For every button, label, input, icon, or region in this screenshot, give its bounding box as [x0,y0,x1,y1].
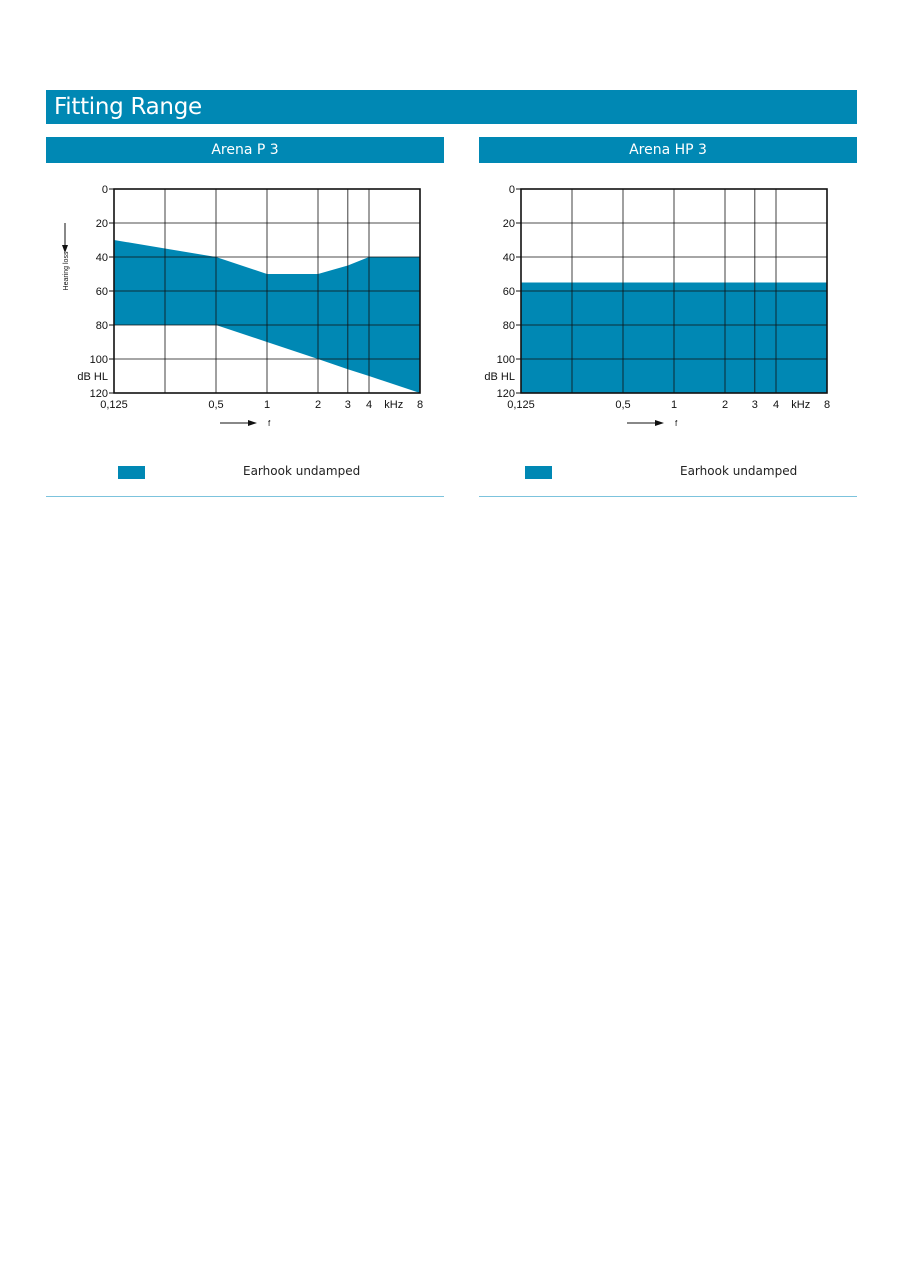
x-tick-label: 0,5 [615,399,630,411]
divider [46,496,444,497]
legend-swatch [525,466,552,479]
chart-panel-arena-p3: Arena P 3 0 20 40 60 80 100 dB HL 120 0,125 0,5 1 2… [46,137,444,498]
x-tick-label: 0,125 [100,399,128,411]
y-tick-label: 100 [497,354,515,366]
chart-title: Arena HP 3 [479,137,857,163]
y-tick-label: 20 [503,218,515,230]
y-tick-label: 0 [509,184,515,196]
down-arrow-icon [62,245,68,253]
y-tick-label: 80 [96,320,108,332]
y-axis-label: Hearing loss [63,251,70,290]
legend-label: Earhook undamped [243,464,361,478]
y-tick-label: 80 [503,320,515,332]
page-title: Fitting Range [46,90,857,124]
x-tick-label: 3 [345,399,351,411]
y-tick-label: 120 [90,388,108,400]
x-axis-label: f [268,419,271,428]
x-tick-label: 0,125 [507,399,535,411]
x-tick-label: 8 [824,399,830,411]
y-tick-label: 100 [90,354,108,366]
y-tick-label: 120 [497,388,515,400]
divider [479,496,857,497]
x-tick-label: 1 [671,399,677,411]
y-tick-label: 60 [503,286,515,298]
x-tick-label: 0,5 [208,399,223,411]
x-tick-label: 1 [264,399,270,411]
y-tick-label: 40 [96,252,108,264]
x-tick-label: kHz [791,399,810,411]
y-tick-label: 40 [503,252,515,264]
legend-swatch [118,466,145,479]
x-tick-label: 4 [366,399,372,411]
y-tick-label: dB HL [77,371,108,383]
x-tick-label: 3 [752,399,758,411]
x-tick-label: 8 [417,399,423,411]
x-tick-label: kHz [384,399,403,411]
y-tick-label: 60 [96,286,108,298]
y-tick-label: dB HL [484,371,515,383]
chart-panel-arena-hp3: Arena HP 3 0 20 40 60 80 100 dB HL 120 0,125 0,5 1… [479,137,857,498]
y-tick-label: 20 [96,218,108,230]
chart-title: Arena P 3 [46,137,444,163]
legend-label: Earhook undamped [680,464,798,478]
x-tick-label: 4 [773,399,779,411]
y-tick-label: 0 [102,184,108,196]
x-tick-label: 2 [722,399,728,411]
x-axis-label: f [675,419,678,428]
right-arrow-icon [655,420,664,426]
x-tick-label: 2 [315,399,321,411]
right-arrow-icon [248,420,257,426]
